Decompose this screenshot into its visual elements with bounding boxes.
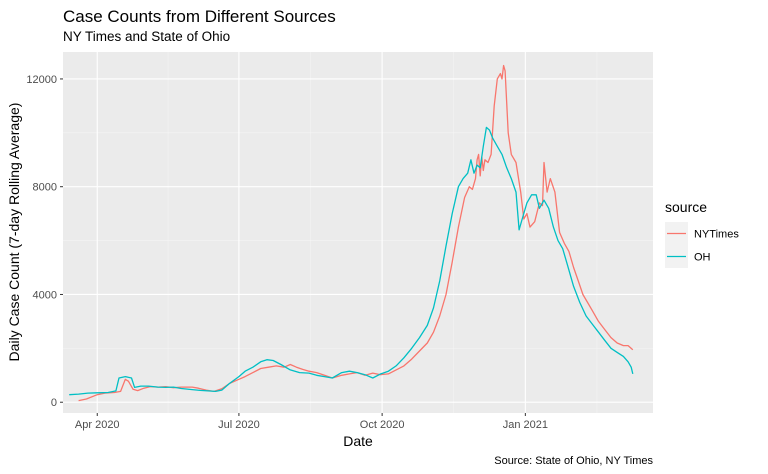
y-axis-ticks: 0 4000 8000 12000 (26, 74, 63, 409)
series-lines (69, 64, 634, 402)
x-tick-label: Apr 2020 (75, 419, 120, 431)
y-tick-label: 0 (51, 397, 57, 409)
plot-panel (63, 52, 653, 413)
series-line-nytimes (78, 64, 634, 402)
legend-title: source (665, 199, 707, 215)
x-tick-label: Jan 2021 (503, 419, 548, 431)
series-line-oh (69, 126, 634, 396)
x-tick-label: Oct 2020 (360, 419, 405, 431)
legend: source NYTimes OH (665, 199, 739, 268)
x-axis-ticks: Apr 2020 Jul 2020 Oct 2020 Jan 2021 (75, 413, 548, 431)
legend-label: OH (694, 252, 711, 264)
y-tick-label: 4000 (33, 289, 57, 301)
legend-label: NYTimes (694, 229, 739, 241)
y-axis-label: Daily Case Count (7-day Rolling Average) (6, 103, 22, 362)
chart-title: Case Counts from Different Sources (63, 7, 336, 26)
legend-items: NYTimes OH (665, 222, 739, 268)
x-tick-label: Jul 2020 (218, 419, 260, 431)
chart-caption: Source: State of Ohio, NY Times (494, 455, 653, 467)
grid-minor (63, 52, 653, 413)
chart-subtitle: NY Times and State of Ohio (63, 29, 230, 44)
y-tick-label: 8000 (33, 182, 57, 194)
x-axis-label: Date (343, 433, 373, 449)
grid-major (63, 52, 653, 413)
y-tick-label: 12000 (26, 74, 57, 86)
